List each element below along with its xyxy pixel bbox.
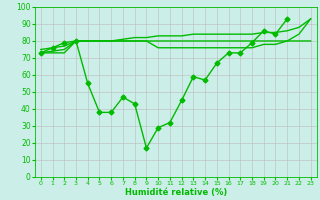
X-axis label: Humidité relative (%): Humidité relative (%): [124, 188, 227, 197]
